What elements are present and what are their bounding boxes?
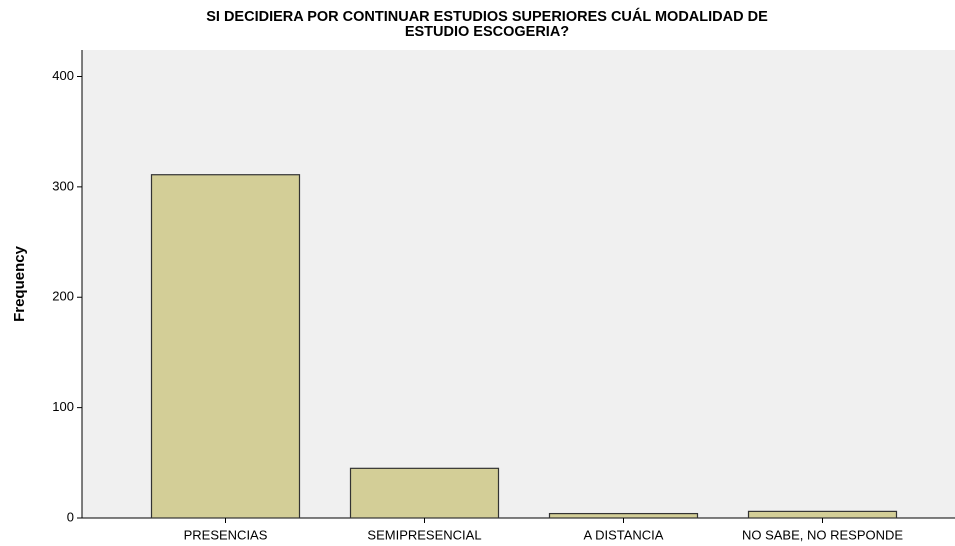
bar [548, 512, 699, 519]
bar [747, 510, 898, 519]
x-tick-label: A DISTANCIA [584, 527, 664, 542]
chart-title-line: ESTUDIO ESCOGERIA? [405, 24, 569, 40]
bar [150, 174, 301, 519]
chart-title-line: SI DECIDIERA POR CONTINUAR ESTUDIOS SUPE… [206, 8, 768, 25]
y-tick-label: 400 [52, 68, 74, 83]
y-tick-label: 300 [52, 178, 74, 193]
x-tick-label: NO SABE, NO RESPONDE [742, 527, 903, 542]
x-tick-label: SEMIPRESENCIAL [367, 527, 481, 542]
y-tick-label: 0 [67, 509, 74, 524]
x-tick-label: PRESENCIAS [184, 527, 268, 542]
y-tick-label: 200 [52, 289, 74, 304]
bar [349, 467, 500, 519]
y-tick-label: 100 [52, 399, 74, 414]
y-axis-label: Frequency [11, 245, 28, 322]
